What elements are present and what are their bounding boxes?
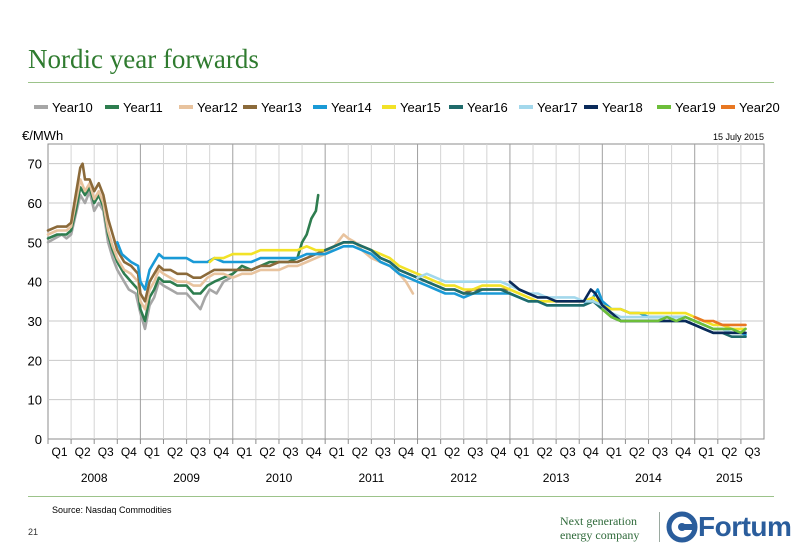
legend-label-year10: Year10: [52, 100, 93, 115]
series-line-year17: [416, 272, 747, 335]
x-tick-label: Q4: [121, 445, 137, 459]
x-tick-label: Q3: [98, 445, 114, 459]
x-tick-label: Q2: [259, 445, 275, 459]
y-tick-label: 40: [28, 275, 42, 290]
slide-title: Nordic year forwards: [28, 44, 259, 74]
series-line-year15: [208, 241, 747, 331]
x-tick-label: Q1: [421, 445, 437, 459]
page-number: 21: [28, 527, 39, 537]
x-tick-label: Q3: [375, 445, 391, 459]
series-line-year18: [508, 280, 747, 335]
x-tick-label: Q1: [52, 445, 68, 459]
x-tick-label: Q2: [75, 445, 91, 459]
x-tick-label: Q2: [537, 445, 553, 459]
x-ticks: Q1 Q2 Q3 Q4 Q1 Q2 Q3 Q4 Q1 Q2 Q3 Q4 Q1 Q2 Q3 Q4 Q1 Q2 Q3 Q4…: [47, 439, 761, 485]
x-tick-label: Q4: [398, 445, 414, 459]
y-tick-label: 20: [28, 353, 42, 368]
x-tick-label: Q1: [513, 445, 529, 459]
logo-separator: [659, 512, 660, 542]
x-tick-label: Q2: [352, 445, 368, 459]
y-tick-label: 70: [28, 157, 42, 172]
series-line-year19: [601, 307, 747, 335]
x-tick-label: Q4: [213, 445, 229, 459]
x-year-label: 2014: [635, 471, 662, 485]
x-tick-label: Q4: [583, 445, 599, 459]
grid: [47, 143, 765, 440]
x-tick-label: Q2: [444, 445, 460, 459]
title-rule: [28, 82, 774, 83]
chart: Year10 Year11 Year12 Year13 Year14 Year15 Year…: [22, 100, 780, 485]
x-tick-label: Q3: [652, 445, 668, 459]
y-ticks: 0 10 20 30 40 50 60 70: [28, 157, 42, 447]
x-year-label: 2010: [266, 471, 293, 485]
source-note: Source: Nasdaq Commodities: [52, 505, 172, 515]
x-tick-label: Q2: [721, 445, 737, 459]
y-axis-unit: €/MWh: [22, 128, 63, 143]
legend-label-year13: Year13: [261, 100, 302, 115]
plot-frame: [47, 143, 765, 440]
y-tick-label: 10: [28, 393, 42, 408]
x-year-label: 2009: [173, 471, 200, 485]
y-tick-label: 50: [28, 235, 42, 250]
date-note: 15 July 2015: [713, 132, 764, 142]
x-year-label: 2008: [81, 471, 108, 485]
x-tick-label: Q2: [167, 445, 183, 459]
x-year-label: 2013: [543, 471, 570, 485]
y-tick-label: 60: [28, 196, 42, 211]
x-tick-label: Q4: [675, 445, 691, 459]
legend-label-year15: Year15: [400, 100, 441, 115]
x-tick-label: Q3: [283, 445, 299, 459]
x-tick-label: Q3: [467, 445, 483, 459]
x-tick-label: Q1: [236, 445, 252, 459]
fortum-logo: Fortum: [666, 510, 792, 544]
legend-label-year14: Year14: [331, 100, 372, 115]
series-line-year20: [693, 315, 747, 327]
x-tick-label: Q1: [698, 445, 714, 459]
legend-label-year19: Year19: [675, 100, 716, 115]
x-year-label: 2012: [450, 471, 477, 485]
legend: Year10 Year11 Year12 Year13 Year14 Year15 Year…: [34, 100, 780, 115]
y-tick-label: 30: [28, 314, 42, 329]
x-tick-label: Q3: [560, 445, 576, 459]
x-tick-label: Q3: [190, 445, 206, 459]
y-tick-label: 0: [35, 432, 42, 447]
x-tick-label: Q4: [306, 445, 322, 459]
legend-label-year20: Year20: [739, 100, 780, 115]
legend-label-year12: Year12: [197, 100, 238, 115]
x-tick-label: Q1: [606, 445, 622, 459]
logo-text: Fortum: [698, 511, 792, 542]
series-line-year12: [46, 178, 415, 311]
tagline: Next generation energy company: [560, 514, 640, 542]
legend-label-year16: Year16: [467, 100, 508, 115]
x-tick-label: Q3: [744, 445, 760, 459]
legend-label-year11: Year11: [123, 100, 163, 115]
series-lines: [46, 162, 747, 338]
footer-rule: [28, 496, 774, 497]
legend-label-year17: Year17: [537, 100, 578, 115]
x-tick-label: Q1: [144, 445, 160, 459]
x-year-label: 2015: [716, 471, 743, 485]
x-tick-label: Q1: [329, 445, 345, 459]
fortum-logo-icon: [666, 511, 698, 543]
series-line-year11: [46, 186, 320, 323]
x-year-label: 2011: [358, 471, 384, 485]
x-tick-label: Q2: [629, 445, 645, 459]
legend-label-year18: Year18: [602, 100, 643, 115]
x-tick-label: Q4: [490, 445, 506, 459]
